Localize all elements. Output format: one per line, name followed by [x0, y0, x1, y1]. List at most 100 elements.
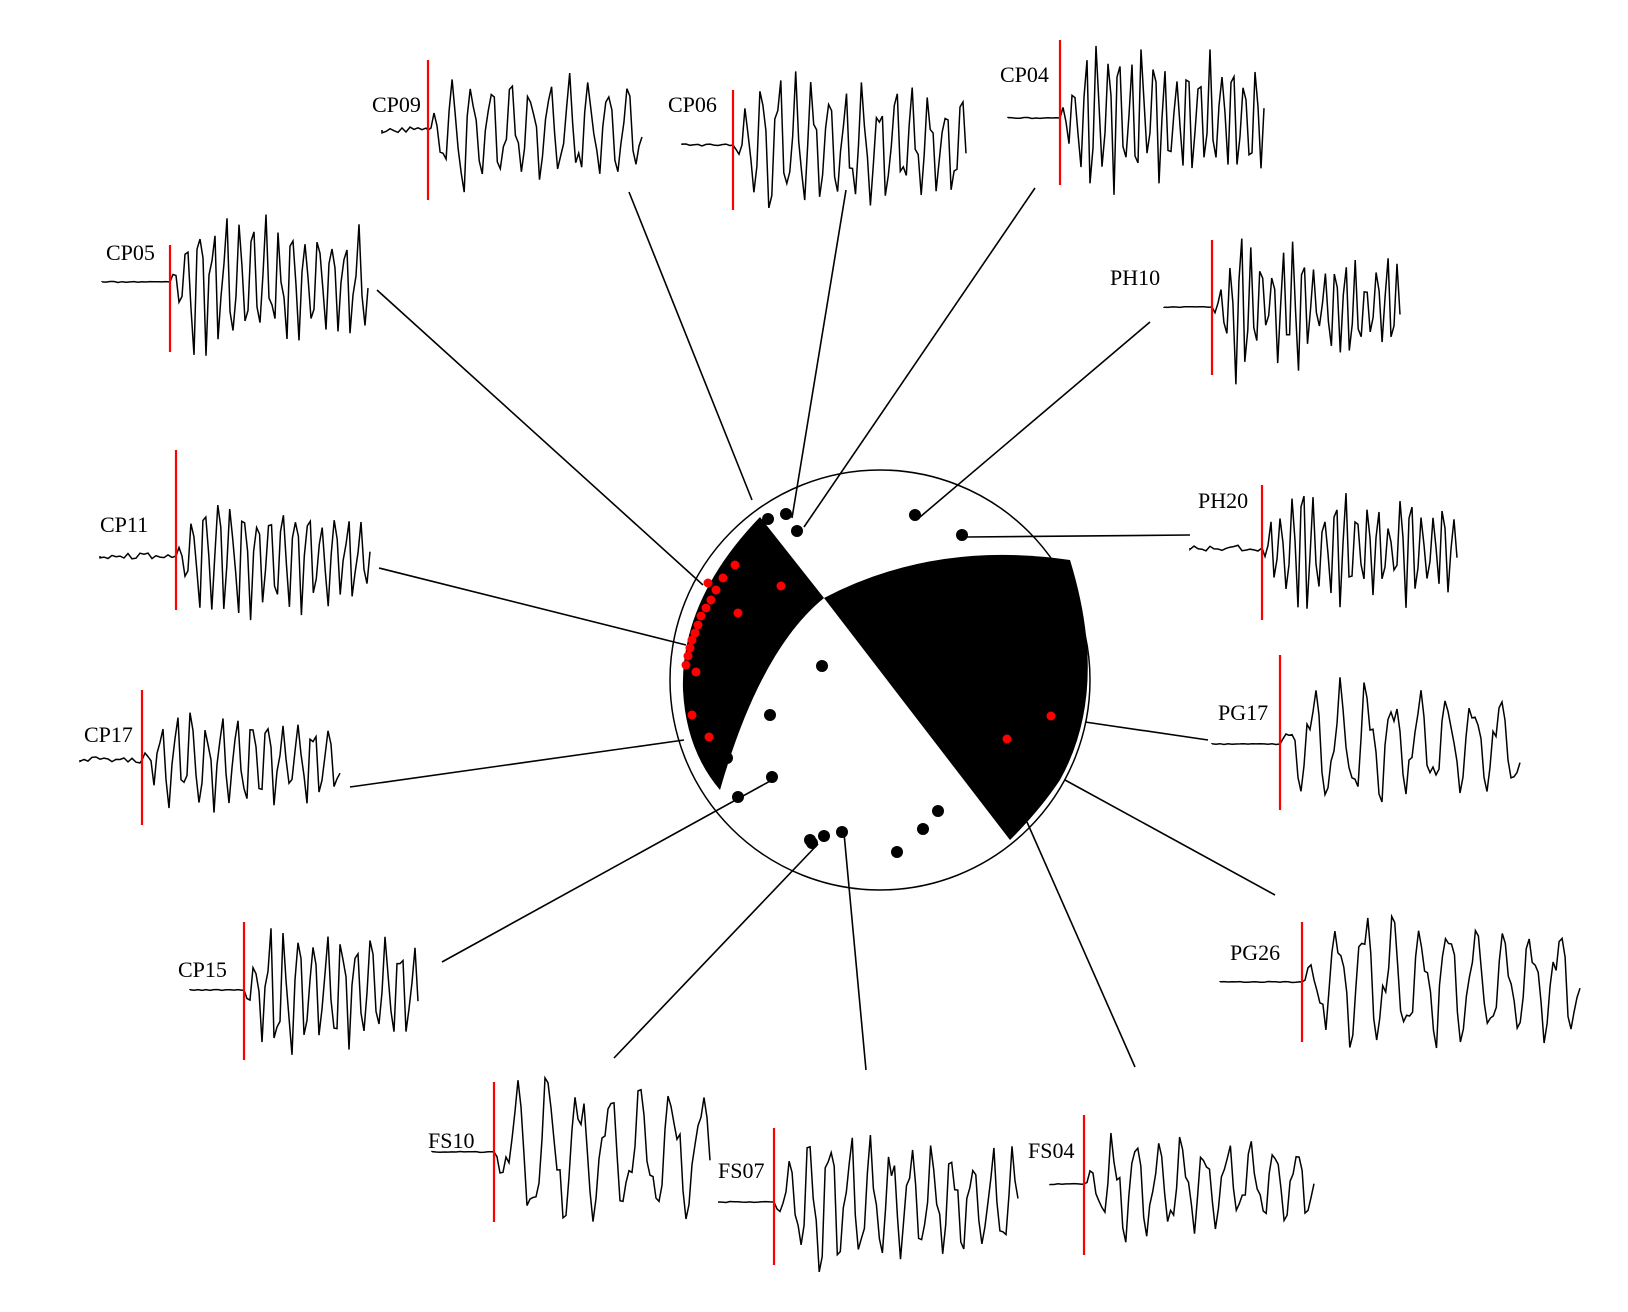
station-label-cp04: CP04 — [1000, 62, 1049, 87]
leader-line-fs07 — [843, 832, 867, 1071]
waveform-fs04 — [1049, 1132, 1315, 1243]
polarity-dot-black — [932, 805, 944, 817]
leader-line-pg17 — [1084, 721, 1209, 741]
waveform-pg26 — [1219, 913, 1581, 1049]
station-labels: CP09 CP06 CP04 PH10 PH20 PG17 PG26 FS04 FS07 FS10… — [84, 62, 1280, 1183]
waveform-fs10 — [431, 1075, 711, 1222]
station-ph10 — [1163, 238, 1401, 385]
leader-line-cp17 — [349, 739, 685, 788]
station-label-fs10: FS10 — [428, 1128, 474, 1153]
polarity-dot-red — [711, 585, 721, 595]
waveform-cp11 — [99, 504, 371, 621]
leader-line-ph10 — [919, 321, 1151, 518]
polarity-dot-red — [1046, 711, 1056, 721]
leader-line-cp05 — [376, 289, 704, 586]
polarity-dot-black — [721, 752, 733, 764]
leader-line-cp04 — [803, 187, 1036, 528]
leader-line-cp06 — [791, 189, 847, 519]
polarity-dot-black — [836, 826, 848, 838]
polarity-dot-red — [693, 620, 703, 630]
polarity-dot-black — [791, 525, 803, 537]
station-label-cp06: CP06 — [668, 92, 717, 117]
station-cp11 — [99, 450, 371, 621]
station-label-cp15: CP15 — [178, 957, 227, 982]
station-label-fs07: FS07 — [718, 1158, 764, 1183]
polarity-dot-black — [956, 529, 968, 541]
leader-line-cp11 — [378, 567, 687, 646]
station-cp15 — [189, 922, 419, 1060]
leader-lines — [349, 187, 1276, 1071]
polarity-dot-black — [732, 791, 744, 803]
polarity-dot-red — [696, 611, 706, 621]
station-cp09 — [381, 60, 643, 200]
waveform-cp09 — [381, 73, 643, 193]
polarity-dot-red — [701, 603, 711, 613]
polarity-dot-black — [891, 846, 903, 858]
station-cp06 — [681, 71, 967, 210]
station-cp17 — [79, 690, 341, 825]
waveform-cp04 — [1007, 45, 1265, 195]
station-ph20 — [1189, 485, 1458, 620]
polarity-dot-black — [766, 771, 778, 783]
waveforms — [79, 40, 1581, 1273]
station-fs10 — [431, 1075, 711, 1222]
waveform-cp05 — [101, 214, 369, 356]
polarity-dot-red — [690, 628, 700, 638]
compression-quadrant-east — [824, 554, 1088, 840]
station-label-ph10: PH10 — [1110, 265, 1160, 290]
station-pg17 — [1211, 655, 1521, 810]
polarity-dot-black — [806, 837, 818, 849]
station-fs07 — [717, 1128, 1019, 1273]
leader-line-cp09 — [628, 191, 753, 501]
station-cp04 — [1007, 40, 1265, 195]
leader-line-fs10 — [613, 843, 819, 1059]
polarity-dot-black — [764, 709, 776, 721]
polarity-dot-black — [818, 830, 830, 842]
polarity-dot-red — [718, 573, 728, 583]
polarity-dot-red — [706, 595, 716, 605]
station-label-fs04: FS04 — [1028, 1138, 1074, 1163]
polarity-dot-black — [909, 509, 921, 521]
polarity-dot-black — [780, 508, 792, 520]
station-label-pg17: PG17 — [1218, 700, 1268, 725]
polarity-dots — [681, 508, 1056, 858]
polarity-dot-red — [776, 581, 786, 591]
station-label-ph20: PH20 — [1198, 488, 1248, 513]
waveform-fs07 — [717, 1135, 1019, 1273]
waveform-cp15 — [189, 928, 419, 1055]
waveform-cp17 — [79, 712, 341, 813]
polarity-dot-black — [816, 660, 828, 672]
leader-line-cp15 — [441, 779, 773, 963]
focal-sphere-outline — [669, 469, 1091, 891]
station-label-pg26: PG26 — [1230, 940, 1280, 965]
leader-line-ph20 — [966, 534, 1191, 538]
polarity-dot-red — [691, 667, 701, 677]
station-label-cp09: CP09 — [372, 92, 421, 117]
polarity-dot-red — [685, 643, 695, 653]
polarity-dot-red — [730, 560, 740, 570]
waveform-cp06 — [681, 71, 967, 209]
station-pg26 — [1219, 913, 1581, 1049]
leader-line-fs04 — [1026, 821, 1136, 1068]
station-label-cp05: CP05 — [106, 240, 155, 265]
waveform-ph20 — [1189, 493, 1458, 609]
polarity-dot-red — [733, 608, 743, 618]
station-fs04 — [1049, 1115, 1315, 1255]
polarity-dot-black — [917, 823, 929, 835]
compression-quadrant-west — [682, 517, 824, 790]
station-cp05 — [101, 214, 369, 356]
polarity-dot-red — [1002, 734, 1012, 744]
polarity-dot-red — [704, 732, 714, 742]
waveform-pg17 — [1211, 677, 1521, 803]
station-label-cp11: CP11 — [100, 512, 148, 537]
polarity-dot-black — [762, 513, 774, 525]
leader-line-pg26 — [1064, 779, 1276, 896]
beachball — [669, 469, 1091, 891]
polarity-dot-red — [681, 660, 691, 670]
polarity-dot-red — [687, 635, 697, 645]
station-label-cp17: CP17 — [84, 722, 133, 747]
polarity-dot-red — [703, 578, 713, 588]
waveform-ph10 — [1163, 238, 1401, 385]
